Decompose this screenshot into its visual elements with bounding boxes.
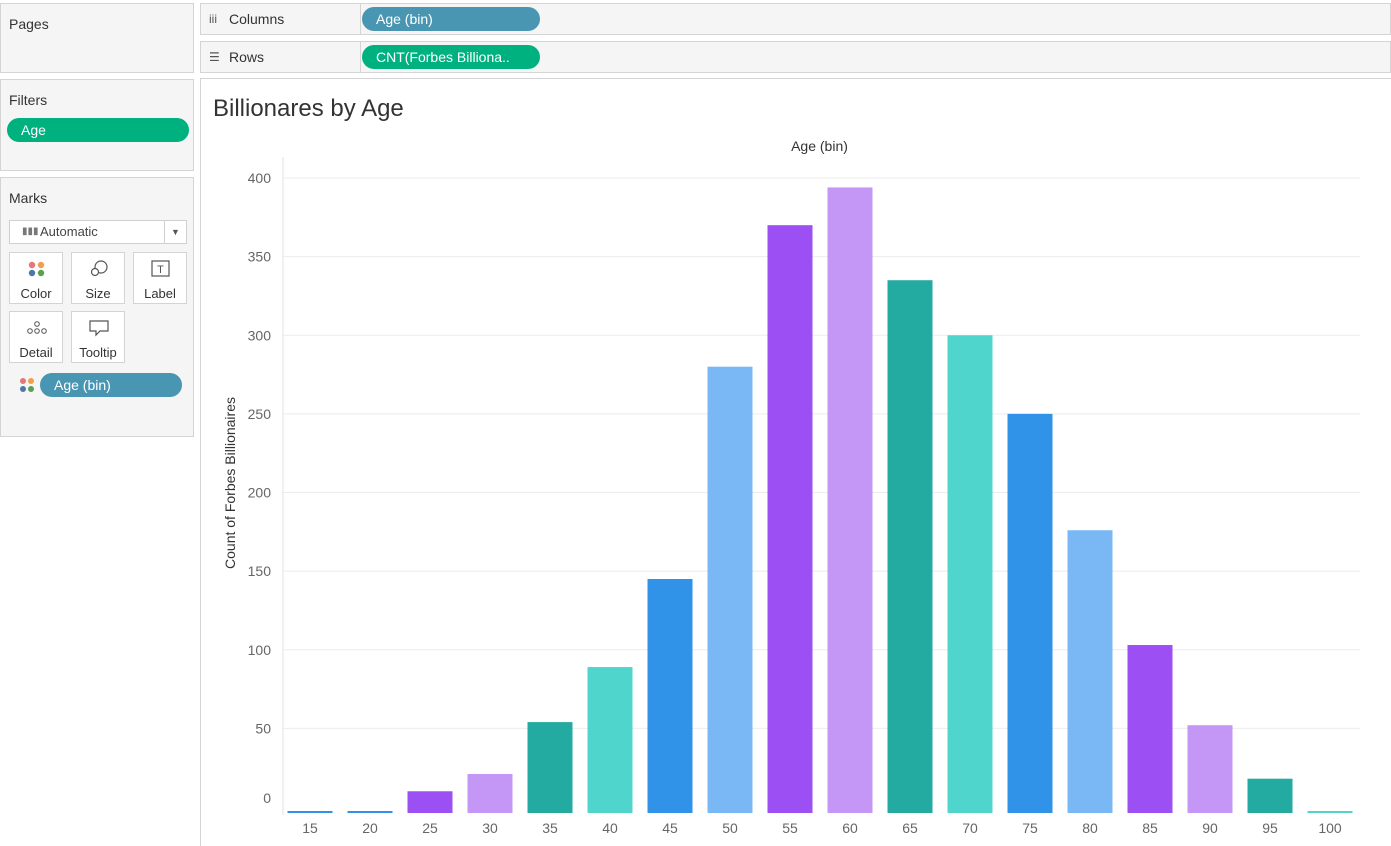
x-tick-label: 25 (422, 820, 438, 836)
columns-icon: iii (209, 12, 217, 26)
tooltip-button-label: Tooltip (79, 345, 117, 360)
x-tick-label: 45 (662, 820, 678, 836)
x-tick-label: 40 (602, 820, 618, 836)
chart-title: Billionares by Age (213, 95, 404, 122)
bar-chart-icon: ▮▮▮ (22, 226, 39, 237)
y-tick-label: 200 (248, 485, 272, 501)
bar-40[interactable] (587, 667, 633, 813)
x-tick-label: 15 (302, 820, 318, 836)
y-tick-label: 350 (248, 249, 272, 265)
gridlines (283, 177, 1360, 729)
filters-panel[interactable]: Filters Age (0, 79, 194, 171)
bar-75[interactable] (1007, 413, 1053, 813)
bar-55[interactable] (767, 225, 813, 814)
svg-text:T: T (157, 264, 164, 276)
x-tick-label: 35 (542, 820, 558, 836)
x-tick-label: 95 (1262, 820, 1278, 836)
columns-shelf[interactable]: iii Columns Age (bin) (200, 3, 1391, 35)
y-tick-label: 300 (248, 327, 272, 343)
x-tick-label: 60 (842, 820, 858, 836)
y-tick-label: 250 (248, 406, 272, 422)
y-axis-ticks: 0 50 100 150 200 250 300 350 400 (248, 170, 272, 806)
detail-button[interactable]: Detail (9, 311, 63, 363)
mark-type-dropdown[interactable]: ▮▮▮ Automatic ▼ (9, 220, 187, 244)
rows-shelf-label: ☰ Rows (201, 42, 361, 72)
columns-shelf-label: iii Columns (201, 4, 361, 34)
bar-80[interactable] (1067, 530, 1113, 813)
x-axis-title: Age (bin) (791, 138, 848, 154)
tooltip-icon (89, 320, 109, 337)
bar-30[interactable] (467, 773, 513, 813)
rows-shelf[interactable]: ☰ Rows CNT(Forbes Billiona.. (200, 41, 1391, 73)
marks-panel[interactable]: Marks ▮▮▮ Automatic ▼ Color Size T Label (0, 177, 194, 437)
detail-button-label: Detail (19, 345, 53, 360)
bar-50[interactable] (707, 366, 753, 813)
bar-90[interactable] (1187, 725, 1233, 813)
y-axis-title: Count of Forbes Billionaires (222, 397, 238, 569)
filters-title: Filters (9, 92, 48, 108)
x-tick-label: 50 (722, 820, 738, 836)
mark-type-value: Automatic (40, 224, 98, 239)
x-tick-label: 70 (962, 820, 978, 836)
x-tick-label: 75 (1022, 820, 1038, 836)
rows-icon: ☰ (209, 50, 220, 64)
chart-view[interactable]: Billionares by Age 0 50 100 150 200 250 300 350… (200, 78, 1391, 846)
x-axis-ticks: 15 20 25 30 35 40 45 50 55 60 65 70 75 80 85 90 95 100 (302, 820, 1342, 836)
chevron-down-icon[interactable]: ▼ (164, 221, 186, 243)
x-tick-label: 30 (482, 820, 498, 836)
x-tick-label: 100 (1318, 820, 1342, 836)
bars (287, 187, 1353, 814)
y-tick-label: 50 (255, 720, 271, 736)
pages-panel[interactable]: Pages (0, 3, 194, 73)
x-tick-label: 55 (782, 820, 798, 836)
bar-20[interactable] (347, 811, 393, 813)
bar-85[interactable] (1127, 645, 1173, 813)
bar-15[interactable] (287, 811, 333, 813)
x-tick-label: 65 (902, 820, 918, 836)
marks-title: Marks (9, 190, 48, 206)
y-tick-label: 0 (263, 790, 271, 806)
tooltip-button[interactable]: Tooltip (71, 311, 125, 363)
color-pill-age-bin[interactable]: Age (bin) (40, 373, 182, 397)
columns-label-text: Columns (229, 11, 285, 27)
detail-icon (27, 321, 47, 334)
columns-pill-age-bin[interactable]: Age (bin) (362, 7, 540, 31)
x-tick-label: 80 (1082, 820, 1098, 836)
color-legend-icon (20, 378, 34, 392)
bar-45[interactable] (647, 578, 693, 813)
bar-25[interactable] (407, 791, 453, 813)
bar-35[interactable] (527, 722, 573, 813)
x-tick-label: 20 (362, 820, 378, 836)
bar-chart[interactable]: 0 50 100 150 200 250 300 350 400 15 20 25 30 35 40 45 5… (201, 79, 1391, 846)
rows-pill-cnt[interactable]: CNT(Forbes Billiona.. (362, 45, 540, 69)
color-button[interactable]: Color (9, 252, 63, 304)
label-button-label: Label (144, 286, 176, 301)
y-tick-label: 400 (248, 170, 272, 186)
bar-70[interactable] (947, 335, 993, 813)
bar-100[interactable] (1307, 811, 1353, 813)
color-icon (28, 261, 45, 277)
rows-label-text: Rows (229, 49, 265, 65)
bar-65[interactable] (887, 280, 933, 813)
filter-pill-age[interactable]: Age (7, 118, 189, 142)
bar-60[interactable] (827, 187, 873, 813)
size-icon (90, 260, 108, 277)
label-button[interactable]: T Label (133, 252, 187, 304)
label-icon: T (151, 260, 170, 277)
x-tick-label: 85 (1142, 820, 1158, 836)
size-button-label: Size (85, 286, 111, 301)
size-button[interactable]: Size (71, 252, 125, 304)
x-tick-label: 90 (1202, 820, 1218, 836)
y-tick-label: 100 (248, 642, 272, 658)
y-tick-label: 150 (248, 563, 272, 579)
bar-95[interactable] (1247, 778, 1293, 813)
color-button-label: Color (20, 286, 52, 301)
pages-title: Pages (9, 16, 49, 32)
